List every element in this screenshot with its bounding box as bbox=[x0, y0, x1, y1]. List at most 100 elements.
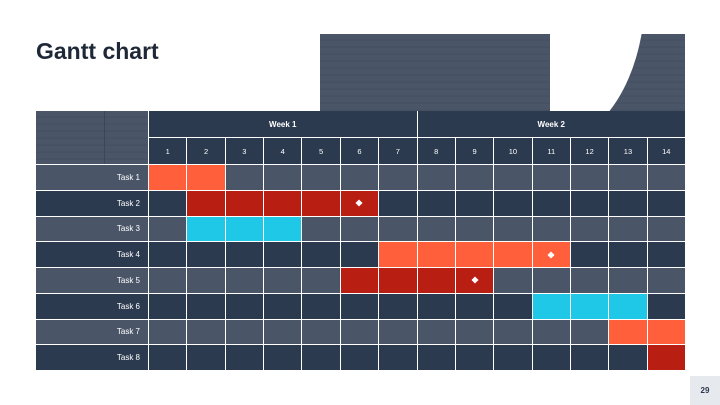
grid-cell bbox=[417, 319, 455, 345]
grid-cell bbox=[225, 165, 264, 190]
grid-cell bbox=[379, 216, 417, 242]
task-label: Task 1 bbox=[36, 165, 148, 190]
grid-cell bbox=[379, 319, 417, 345]
day-header: 8 bbox=[417, 138, 455, 164]
task-bar-segment bbox=[302, 190, 340, 216]
task-bar-segment bbox=[494, 242, 532, 267]
task-bar-segment bbox=[340, 268, 379, 293]
grid-cell bbox=[455, 345, 494, 370]
task-bar-segment bbox=[340, 190, 379, 216]
task-bar-segment bbox=[264, 190, 302, 216]
task-bar-segment bbox=[570, 293, 609, 319]
grid-cell bbox=[264, 319, 302, 345]
task-bar-segment bbox=[187, 165, 225, 190]
grid-cell bbox=[609, 345, 647, 370]
grid-cell bbox=[609, 216, 647, 242]
grid-cell bbox=[494, 319, 532, 345]
grid-cell bbox=[149, 293, 187, 319]
grid-cell bbox=[417, 345, 455, 370]
task-bar-segment bbox=[225, 190, 264, 216]
grid-cell bbox=[570, 216, 609, 242]
grid-cell bbox=[417, 216, 455, 242]
slide-title: Gantt chart bbox=[36, 38, 159, 64]
gantt-chart: Week 1 Week 2 1 2 3 4 5 6 7 8 9 10 11 12 13 14 Task 1 Tas… bbox=[36, 111, 685, 370]
grid-cell bbox=[340, 242, 379, 267]
grid-cell bbox=[340, 345, 379, 370]
task-label: Task 6 bbox=[36, 293, 148, 319]
grid-cell bbox=[187, 268, 225, 293]
grid-cell bbox=[149, 268, 187, 293]
task-bar-segment bbox=[532, 242, 570, 267]
grid-cell bbox=[647, 165, 685, 190]
grid-cell bbox=[187, 293, 225, 319]
day-header: 10 bbox=[494, 138, 532, 164]
grid-cell bbox=[417, 190, 455, 216]
task-bar-segment bbox=[379, 242, 417, 267]
grid-cell bbox=[494, 345, 532, 370]
grid-cell bbox=[647, 293, 685, 319]
grid-cell bbox=[264, 268, 302, 293]
grid-cell bbox=[532, 268, 570, 293]
day-header: 11 bbox=[532, 138, 570, 164]
task-bar-segment bbox=[609, 293, 647, 319]
grid-cell bbox=[570, 319, 609, 345]
grid-cell bbox=[340, 216, 379, 242]
grid-cell bbox=[187, 345, 225, 370]
grid-cell bbox=[149, 242, 187, 267]
grid-cell bbox=[647, 190, 685, 216]
day-header: 4 bbox=[264, 138, 302, 164]
task-bar-segment bbox=[455, 268, 494, 293]
header-corner bbox=[36, 111, 148, 164]
grid-cell bbox=[494, 216, 532, 242]
grid-cell bbox=[340, 293, 379, 319]
grid-cell bbox=[532, 345, 570, 370]
grid-cell bbox=[264, 293, 302, 319]
grid-cell bbox=[609, 242, 647, 267]
grid-cell bbox=[647, 216, 685, 242]
day-header: 13 bbox=[609, 138, 647, 164]
task-bar-segment bbox=[379, 268, 417, 293]
grid-cell bbox=[570, 268, 609, 293]
task-bar-segment bbox=[149, 165, 187, 190]
grid-cell bbox=[264, 242, 302, 267]
day-header: 9 bbox=[455, 138, 494, 164]
grid-cell bbox=[225, 242, 264, 267]
task-bar-segment bbox=[532, 293, 570, 319]
task-bar-segment bbox=[417, 242, 455, 267]
grid-cell bbox=[187, 319, 225, 345]
grid-cell bbox=[647, 268, 685, 293]
grid-cell bbox=[570, 190, 609, 216]
grid-cell bbox=[570, 165, 609, 190]
task-label: Task 2 bbox=[36, 190, 148, 216]
grid-cell bbox=[379, 190, 417, 216]
grid-cell bbox=[340, 165, 379, 190]
grid-cell bbox=[570, 242, 609, 267]
decorative-panel bbox=[320, 0, 685, 144]
grid-cell bbox=[187, 242, 225, 267]
task-label: Task 8 bbox=[36, 345, 148, 370]
task-label: Task 5 bbox=[36, 268, 148, 293]
day-header: 2 bbox=[187, 138, 225, 164]
grid-cell bbox=[302, 216, 340, 242]
grid-cell bbox=[494, 268, 532, 293]
day-header: 12 bbox=[570, 138, 609, 164]
day-header: 6 bbox=[340, 138, 379, 164]
grid-cell bbox=[340, 319, 379, 345]
grid-cell bbox=[264, 165, 302, 190]
milestone-diamond-icon bbox=[547, 251, 555, 259]
page-number: 29 bbox=[690, 376, 720, 405]
grid-cell bbox=[647, 242, 685, 267]
week-header: Week 2 bbox=[417, 111, 685, 137]
grid-cell bbox=[609, 165, 647, 190]
grid-cell bbox=[149, 216, 187, 242]
task-bar-segment bbox=[187, 216, 225, 242]
grid-cell bbox=[532, 216, 570, 242]
grid-cell bbox=[264, 345, 302, 370]
task-label: Task 3 bbox=[36, 216, 148, 242]
task-bar-segment bbox=[225, 216, 264, 242]
week-header: Week 1 bbox=[149, 111, 417, 137]
task-label: Task 4 bbox=[36, 242, 148, 267]
grid-cell bbox=[302, 242, 340, 267]
grid-cell bbox=[532, 165, 570, 190]
